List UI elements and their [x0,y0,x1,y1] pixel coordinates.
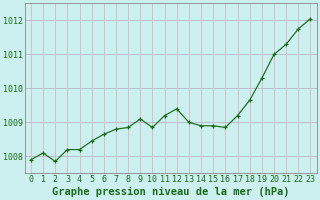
X-axis label: Graphe pression niveau de la mer (hPa): Graphe pression niveau de la mer (hPa) [52,186,290,197]
